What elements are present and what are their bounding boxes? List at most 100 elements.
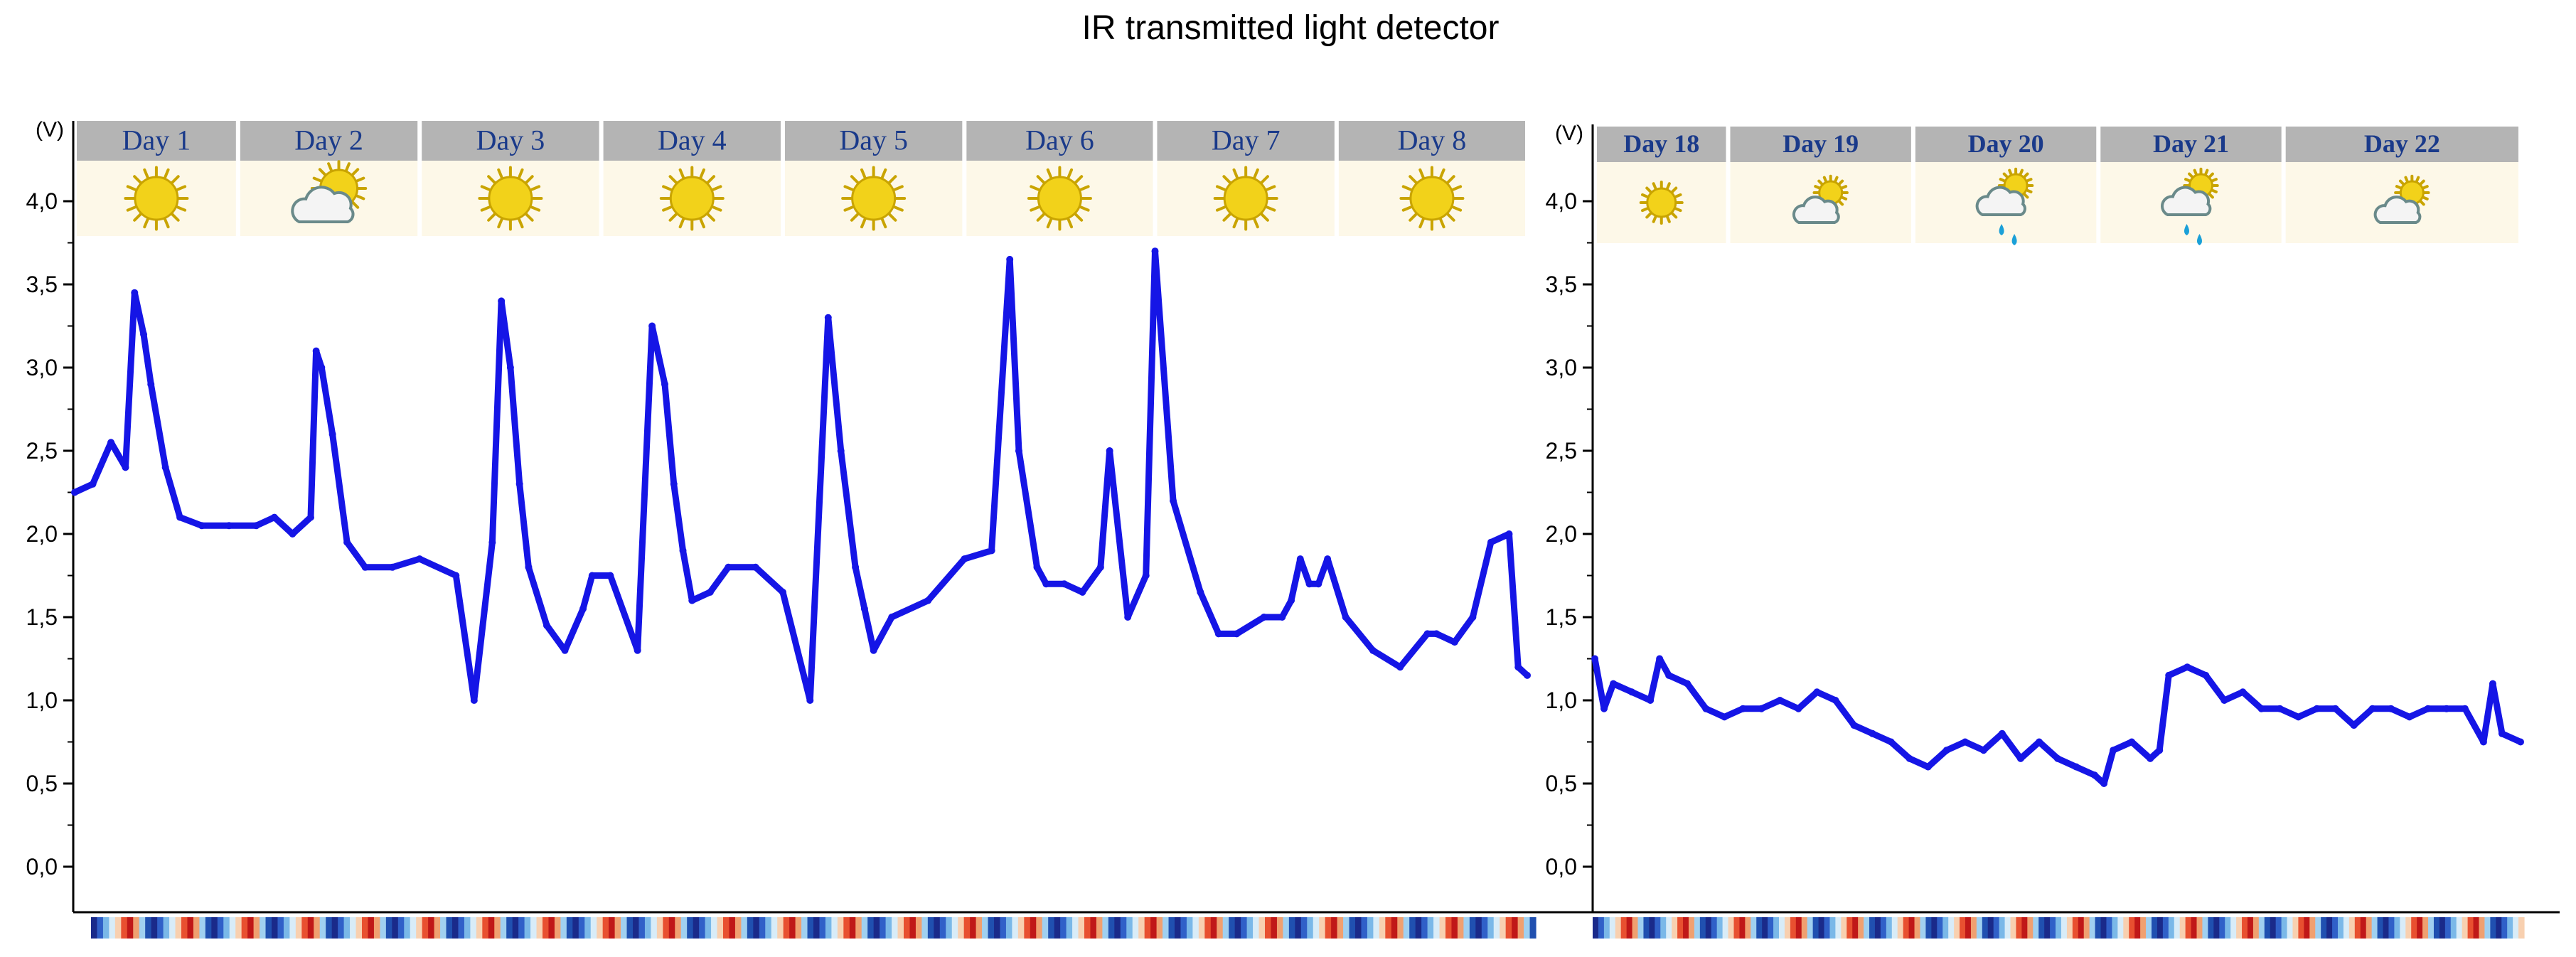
data-point xyxy=(670,480,678,488)
strip-cell xyxy=(1970,917,1977,939)
strip-cell xyxy=(2044,917,2051,939)
strip-cell xyxy=(2117,917,2124,939)
strip-cell xyxy=(1132,917,1139,939)
strip-cell xyxy=(734,917,742,939)
sun-ray xyxy=(711,185,722,191)
sun-ray xyxy=(176,205,187,212)
strip-cell xyxy=(2270,917,2277,939)
strip-cell xyxy=(2152,917,2158,939)
data-point xyxy=(988,547,995,555)
strip-cell xyxy=(2179,917,2186,939)
day-header-2: Day 19 xyxy=(1730,127,1911,243)
sun-ray xyxy=(497,168,503,179)
chart-panel-2: (V) 0,0 0,5 1,0 1,5 2,0 2,5 3,0 3,5 4,0 Day 18 Day … xyxy=(1546,122,2560,939)
strip-cell xyxy=(2394,917,2400,939)
data-point xyxy=(2239,688,2247,696)
strip-cell xyxy=(1529,917,1536,939)
strip-cell xyxy=(741,917,748,939)
sun-ray xyxy=(2395,185,2403,190)
strip-cell xyxy=(1852,917,1859,939)
data-point xyxy=(2091,771,2099,779)
strip-cell xyxy=(1337,917,1344,939)
strip-cell xyxy=(1421,917,1428,939)
data-point xyxy=(1702,705,1710,712)
data-point xyxy=(1197,588,1204,596)
strip-cell xyxy=(1615,917,1622,939)
strip-cell xyxy=(2185,917,2192,939)
strip-cell xyxy=(2208,917,2214,939)
data-point xyxy=(1924,763,1932,771)
strip-cell xyxy=(1090,917,1097,939)
sun-cloud-rain-icon xyxy=(2161,167,2219,245)
strip-cell xyxy=(500,917,507,939)
strip-cell xyxy=(1908,917,1915,939)
strip-cell xyxy=(121,917,128,939)
strip-cell xyxy=(2106,917,2113,939)
strip-cell xyxy=(1319,917,1326,939)
strip-cell xyxy=(1373,917,1380,939)
day-header-1: Day 18 xyxy=(1597,127,1726,243)
sun-ray xyxy=(1451,205,1463,212)
day-header-box xyxy=(966,121,1153,161)
strip-cell xyxy=(1307,917,1314,939)
sun-ray xyxy=(887,213,897,222)
day-header-5: Day 5 xyxy=(784,121,963,236)
strip-cell xyxy=(2072,917,2079,939)
day-header-4: Day 4 xyxy=(603,121,781,236)
y-tick-label: 2,0 xyxy=(26,521,58,547)
sun-ray xyxy=(1665,182,1671,191)
data-point xyxy=(1096,563,1104,571)
strip-cell xyxy=(1937,917,1943,939)
sun-ray xyxy=(1834,176,1839,183)
day-header-3: Day 3 xyxy=(422,121,599,236)
sun-icon xyxy=(1399,166,1465,231)
strip-cell xyxy=(464,917,471,939)
strip-cell xyxy=(2304,917,2310,939)
sun-ray xyxy=(843,205,855,212)
strip-cell xyxy=(2010,917,2017,939)
sun-ray xyxy=(344,162,351,172)
day-header-box xyxy=(240,121,418,161)
sun-ray xyxy=(880,168,887,179)
strip-cell xyxy=(572,917,579,939)
strip-cell xyxy=(102,917,109,939)
sun-ray xyxy=(1067,168,1074,179)
strip-cell xyxy=(693,917,700,939)
strip-cell xyxy=(1948,917,1955,939)
data-point xyxy=(2276,705,2284,712)
sun-ray xyxy=(2203,169,2209,176)
strip-cell xyxy=(2484,917,2491,939)
strip-cell xyxy=(2444,917,2452,939)
sun-ray xyxy=(1438,168,1445,179)
sun-ray xyxy=(517,218,524,229)
strip-cell xyxy=(1084,917,1091,939)
sun-ray xyxy=(1640,207,1650,213)
sun-ray xyxy=(1067,218,1074,229)
strip-cell xyxy=(807,917,814,939)
strip-cell xyxy=(2033,917,2039,939)
strip-cell xyxy=(1835,917,1842,939)
strip-cell xyxy=(205,917,212,939)
sun-ray xyxy=(1409,213,1418,222)
sun-ray xyxy=(517,168,524,179)
strip-cell xyxy=(410,917,417,939)
data-point xyxy=(2331,705,2339,712)
data-point xyxy=(1042,580,1050,588)
sun-ray xyxy=(530,205,541,212)
sun-ray xyxy=(1401,205,1413,212)
strip-cell xyxy=(350,917,357,939)
strip-cell xyxy=(2377,917,2384,939)
strip-cell xyxy=(1138,917,1145,939)
strip-cell xyxy=(295,917,302,939)
strip-cell xyxy=(2191,917,2198,939)
data-point xyxy=(2156,747,2164,754)
strip-cell xyxy=(1126,917,1133,939)
strip-cell xyxy=(566,917,573,939)
strip-cell xyxy=(825,917,832,939)
sun-ray xyxy=(1260,175,1269,184)
strip-cell xyxy=(530,917,538,939)
data-point xyxy=(2016,754,2024,762)
strip-cell xyxy=(181,917,188,939)
strip-cell xyxy=(1144,917,1151,939)
sun-ray xyxy=(525,213,534,222)
